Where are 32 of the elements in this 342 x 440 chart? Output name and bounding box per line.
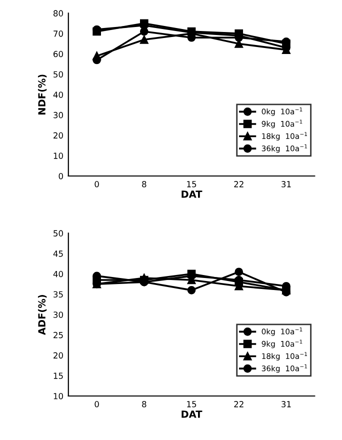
y-tick-label: 0: [58, 172, 63, 180]
x-axis-title: DAT: [182, 410, 202, 418]
y-tick-label: 45: [53, 250, 63, 257]
x-tick-label: 8: [142, 401, 146, 408]
y-tick-label: 10: [54, 152, 63, 159]
y-tick-label: 35: [54, 291, 63, 298]
x-tick-label: 22: [234, 181, 244, 188]
y-axis-title: NDF(%): [38, 74, 47, 114]
y-axis-title: ADF(%): [38, 295, 47, 335]
y-tick-label: 50: [54, 71, 63, 78]
y-tick-label: 30: [54, 112, 63, 118]
x-tick-label: 22: [234, 401, 244, 408]
y-tick-label: 60: [54, 50, 63, 58]
x-tick-label: 15: [187, 181, 196, 188]
y-tick-label: 30: [54, 312, 63, 318]
y-tick-label: 50: [54, 230, 63, 236]
x-tick-label: 31: [282, 181, 291, 188]
x-tick-label: 0: [94, 181, 99, 188]
x-tick-label: 31: [282, 401, 291, 408]
y-tick-label: 25: [54, 332, 63, 338]
y-tick-label: 10: [54, 392, 63, 400]
x-tick-label: 0: [94, 401, 99, 408]
y-tick-label: 70: [54, 30, 63, 37]
y-tick-label: 80: [54, 10, 63, 16]
y-tick-label: 20: [54, 132, 63, 139]
y-tick-label: 40: [53, 92, 63, 98]
y-tick-label: 20: [54, 352, 63, 359]
x-tick-label: 15: [187, 401, 196, 408]
y-tick-label: 15: [54, 372, 63, 379]
x-axis-title: DAT: [182, 190, 202, 198]
x-tick-label: 8: [142, 181, 146, 188]
y-tick-label: 40: [53, 270, 63, 278]
